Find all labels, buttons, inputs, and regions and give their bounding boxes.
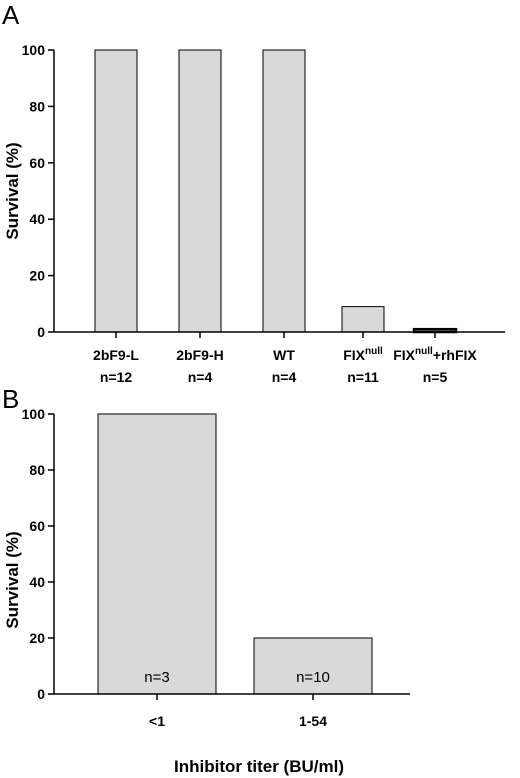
panel-b-category-label-1: 1-54 (299, 713, 327, 729)
panel-b-y-tick-label-1: 20 (29, 630, 45, 646)
panel-a-category-label-3: FIXnull (343, 346, 383, 363)
panel-b-bar-label-1: n=10 (296, 669, 330, 686)
panel-b-y-tick-label-4: 80 (29, 462, 45, 478)
panel-a-category-label-4: FIXnull+rhFIX (393, 346, 477, 363)
panel-b-y-tick-label-2: 40 (29, 574, 45, 590)
panel-a-n-label-0: n=12 (100, 369, 133, 385)
panel-b-category-label-0: <1 (149, 713, 165, 729)
panel-a-n-label-3: n=11 (347, 369, 379, 385)
panel-b-y-tick-label-5: 100 (22, 406, 46, 422)
panel-a-n-label-2: n=4 (272, 369, 297, 385)
panel-a: A Survival (%) 0 20 40 60 80 100 2bF9-L n=12 2bF… (2, 0, 505, 385)
panel-b-x-axis-title: Inhibitor titer (BU/ml) (174, 757, 344, 776)
panel-a-y-tick-label-0: 0 (37, 324, 45, 340)
panel-a-bar-2 (262, 49, 306, 333)
panel-a-y-axis-title: Survival (%) (3, 142, 22, 239)
panel-b-y-tick-label-3: 60 (29, 518, 45, 534)
panel-a-n-label-4: n=5 (423, 369, 448, 385)
panel-a-y-tick-label-1: 20 (29, 268, 45, 284)
panel-b-y-tick-label-0: 0 (37, 686, 45, 702)
panel-b-label: B (2, 384, 19, 414)
panel-a-bar-1 (178, 49, 222, 333)
panel-b-y-axis-title: Survival (%) (3, 531, 22, 628)
panel-a-marks: 0 20 40 60 80 100 2bF9-L n=12 2bF9-H n=4 WT n=4 FIXn… (22, 42, 505, 385)
panel-b-bar-label-0: n=3 (144, 669, 169, 686)
panel-b-bar-1 (253, 637, 373, 695)
panel-a-bar-3 (341, 306, 385, 333)
panel-b-bar-0 (97, 413, 217, 695)
panel-a-bar-0 (94, 49, 138, 333)
panel-b-marks: n=3 n=10 0 20 40 60 80 100 <1 1-54 (22, 406, 410, 729)
panel-a-y-tick-label-2: 40 (29, 211, 45, 227)
panel-a-y-tick-label-4: 80 (29, 98, 45, 114)
panel-a-y-tick-label-5: 100 (22, 42, 46, 58)
panel-a-y-tick-label-3: 60 (29, 155, 45, 171)
panel-b: B Survival (%) Inhibitor titer (BU/ml) n… (2, 384, 410, 776)
panel-a-category-label-0: 2bF9-L (93, 347, 139, 363)
panel-a-n-label-1: n=4 (188, 369, 213, 385)
panel-a-category-label-2: WT (273, 347, 295, 363)
panel-a-label: A (2, 0, 20, 30)
panel-a-category-label-1: 2bF9-H (176, 347, 223, 363)
